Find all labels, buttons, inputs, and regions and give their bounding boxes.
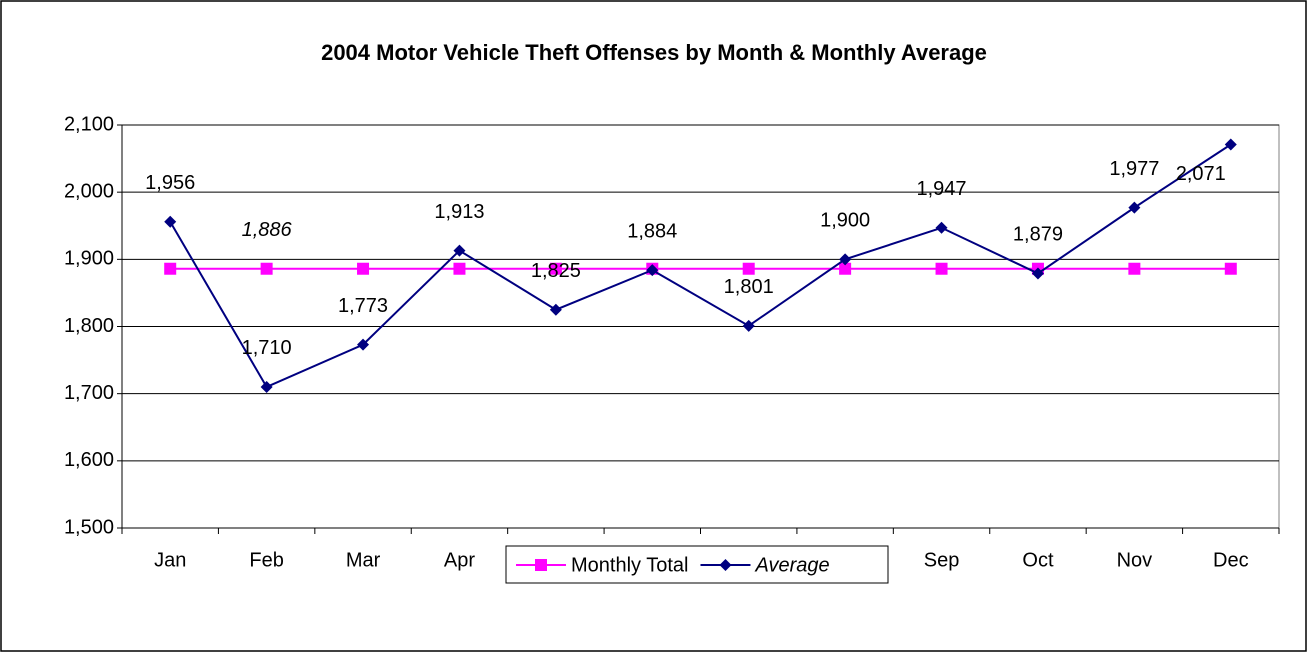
y-tick-label: 1,500: [64, 516, 114, 538]
data-label: 1,977: [1109, 158, 1159, 180]
y-tick-label: 1,600: [64, 449, 114, 471]
marker: [1031, 267, 1044, 280]
data-label: 1,900: [820, 210, 870, 232]
legend-label: Monthly Total: [571, 554, 688, 576]
marker: [935, 262, 948, 275]
marker: [1224, 262, 1237, 275]
marker: [1128, 201, 1141, 214]
marker: [1128, 262, 1141, 275]
marker: [719, 559, 732, 571]
marker: [839, 253, 852, 266]
marker: [260, 380, 273, 393]
marker: [549, 262, 562, 275]
legend: Monthly Total Average: [505, 545, 889, 584]
y-tick-label: 1,900: [64, 248, 114, 270]
data-label: 1,825: [531, 260, 581, 282]
data-label: 1,886: [242, 219, 293, 241]
y-tick-label: 2,000: [64, 180, 114, 202]
x-tick-label: Dec: [1213, 549, 1249, 571]
marker: [453, 262, 466, 275]
marker: [164, 262, 177, 275]
data-label: 1,879: [1013, 224, 1063, 246]
marker: [1224, 138, 1237, 151]
x-tick-label: Sep: [924, 549, 960, 571]
x-tick-label: Nov: [1117, 549, 1153, 571]
data-label: 1,913: [434, 201, 484, 223]
marker: [742, 262, 755, 275]
marker: [839, 262, 852, 275]
data-label: 1,710: [242, 337, 292, 359]
marker: [453, 244, 466, 257]
marker: [357, 338, 370, 351]
x-tick-label: Feb: [249, 549, 283, 571]
marker: [164, 215, 177, 228]
marker: [260, 262, 273, 275]
data-label: 1,801: [724, 276, 774, 298]
data-label: 2,071: [1176, 163, 1226, 185]
x-tick-label: Oct: [1022, 549, 1054, 571]
chart-title: 2004 Motor Vehicle Theft Offenses by Mon…: [321, 40, 987, 65]
data-label: 1,884: [627, 220, 677, 242]
data-label: 1,773: [338, 295, 388, 317]
data-label: 1,947: [917, 178, 967, 200]
y-tick-label: 1,800: [64, 315, 114, 337]
marker: [935, 221, 948, 234]
marker: [549, 303, 562, 316]
x-tick-label: Apr: [444, 549, 475, 571]
marker: [357, 262, 370, 275]
legend-label: Average: [754, 554, 829, 576]
y-tick-label: 2,100: [64, 113, 114, 135]
marker: [646, 264, 659, 277]
y-tick-label: 1,700: [64, 382, 114, 404]
legend-box: [505, 545, 889, 584]
x-tick-label: Jan: [154, 549, 186, 571]
data-label: 1,956: [145, 172, 195, 194]
x-tick-label: Mar: [346, 549, 381, 571]
marker: [535, 559, 547, 571]
marker: [742, 319, 755, 332]
series-line: [169, 143, 1232, 389]
